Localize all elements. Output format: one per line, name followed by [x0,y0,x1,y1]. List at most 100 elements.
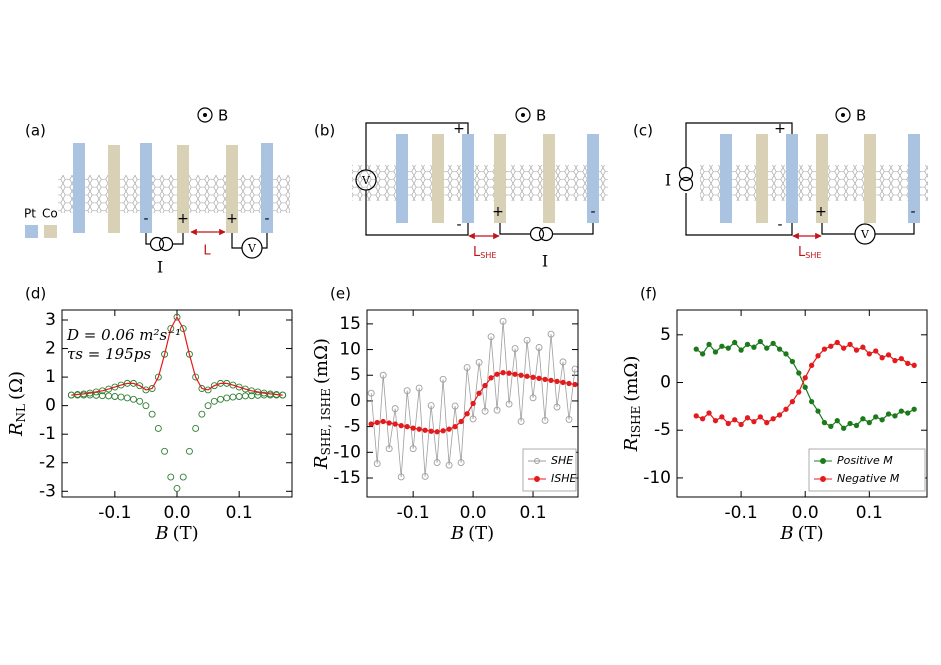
data-point [776,346,783,352]
y-tick-label: -3 [39,481,56,501]
data-point [367,389,375,397]
data-point [210,397,218,405]
y-label-sub: SHE, ISHE [319,388,333,455]
co-strip [543,134,555,223]
data-point [535,344,543,351]
data-point [783,351,789,357]
data-point [404,423,410,430]
data-point [905,360,911,367]
data-point [744,415,751,421]
co-strip [816,134,828,223]
data-point [386,420,392,426]
data-point [481,407,489,415]
data-point [499,317,507,325]
data-point [148,410,156,418]
data-point [866,351,872,357]
data-point [167,473,175,481]
data-point [445,461,453,469]
data-point [860,416,866,422]
data-point [873,414,879,420]
panel-label: (b) [314,122,335,140]
data-point [828,343,834,349]
pt-strip [720,134,732,223]
data-point [764,345,770,351]
data-point [451,402,459,410]
legend-label: ISHE [551,472,576,485]
x-label-unit: (T) [798,523,824,544]
co-strip [177,145,189,233]
x-axis-label: B (T) [779,523,823,544]
data-point [847,420,853,427]
data-point [808,362,815,368]
data-point [241,392,249,400]
data-point [487,333,495,341]
material-label: Co [42,207,58,221]
annotation: τs = 195ps [67,345,151,363]
sign: - [456,217,461,233]
sign: + [774,121,786,137]
x-tick-label: 0.1 [520,503,547,523]
data-point [409,445,417,453]
distance-main: L [473,245,481,260]
data-point [373,460,381,468]
panel-label: (f) [640,285,657,303]
x-tick-label: -0.1 [397,503,430,523]
panel-label: (a) [25,122,46,140]
sign: - [777,217,782,233]
field-dot [203,113,207,117]
data-point [469,415,477,423]
data-point [892,357,898,364]
data-point [879,355,885,361]
co-strip [432,134,444,223]
data-point [834,339,840,346]
data-point [464,411,470,417]
data-point [898,408,905,414]
data-point [885,352,892,358]
y-axis-label: RISHE (mΩ) [621,356,643,453]
data-point [192,425,200,432]
data-point [427,402,435,410]
data-point [142,402,150,410]
distance-sub: SHE [480,251,496,260]
data-point [488,375,494,381]
field-symbol [835,107,851,123]
data-point [841,345,847,351]
data-point [518,372,524,378]
data-point [789,398,796,405]
data-point [475,358,483,366]
y-tick-label: 0 [660,373,671,393]
data-point [706,410,712,416]
data-point [738,347,744,353]
data-point [542,376,548,383]
data-point [440,428,446,434]
pt-strip [73,143,85,233]
data-point [693,346,699,352]
sign: + [815,204,827,220]
data-point [796,389,802,395]
y-tick-label: 1 [45,367,56,387]
data-point [154,373,162,381]
pt-strip [140,143,152,233]
legend-co [44,225,57,238]
data-point [699,416,706,422]
data-point [148,385,156,392]
data-point [142,386,150,394]
data-point [494,371,500,377]
graphene [352,165,608,201]
data-point [751,418,757,425]
x-label-main: B [154,523,168,544]
data-point [873,348,879,354]
data-point [210,382,218,390]
diagram-c: (c) B I + - + - V LSHE [633,107,928,260]
series-line [370,321,576,478]
plot-frame [61,309,293,498]
source-label: I [157,258,163,277]
data-point [547,330,555,338]
field-symbol [515,107,531,123]
x-label-main: B [779,523,793,544]
field-symbol [197,107,213,123]
sign: + [492,204,504,220]
data-point [719,343,725,349]
voltmeter [241,237,263,259]
